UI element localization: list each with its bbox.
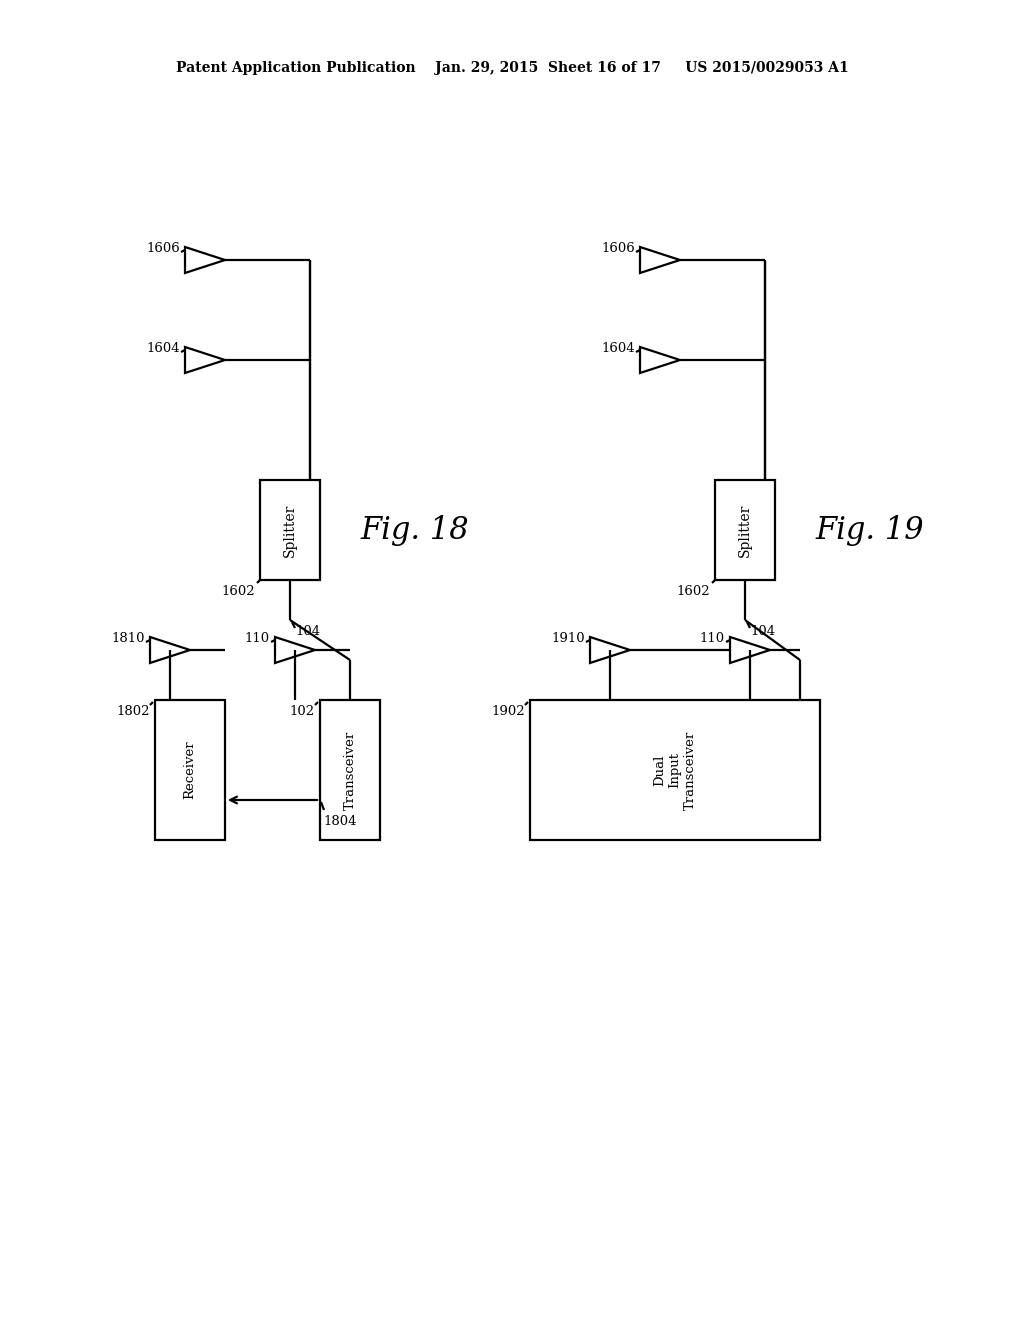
Text: Patent Application Publication    Jan. 29, 2015  Sheet 16 of 17     US 2015/0029: Patent Application Publication Jan. 29, … (176, 61, 848, 75)
Bar (260, 480, 319, 579)
Text: 1604: 1604 (601, 342, 635, 355)
Text: 1802: 1802 (117, 705, 150, 718)
Bar (155, 700, 225, 840)
Bar (715, 480, 775, 579)
Text: 110: 110 (699, 632, 725, 645)
Text: Dual
Input
Transceiver: Dual Input Transceiver (653, 730, 696, 809)
Text: Transceiver: Transceiver (343, 730, 356, 809)
Text: Splitter: Splitter (283, 503, 297, 557)
Text: Fig. 19: Fig. 19 (816, 515, 925, 545)
Text: Fig. 18: Fig. 18 (360, 515, 469, 545)
Text: 102: 102 (290, 705, 315, 718)
Text: 1606: 1606 (146, 242, 180, 255)
Text: 104: 104 (750, 624, 775, 638)
Bar (530, 700, 820, 840)
Text: 1902: 1902 (492, 705, 525, 718)
Text: 1604: 1604 (146, 342, 180, 355)
Text: 1602: 1602 (677, 585, 710, 598)
Bar (319, 700, 380, 840)
Text: Receiver: Receiver (183, 741, 197, 800)
Text: 1810: 1810 (112, 632, 145, 645)
Text: Splitter: Splitter (738, 503, 752, 557)
Text: 110: 110 (245, 632, 270, 645)
Text: 1606: 1606 (601, 242, 635, 255)
Text: 1804: 1804 (323, 814, 356, 828)
Text: 104: 104 (295, 624, 321, 638)
Text: 1602: 1602 (221, 585, 255, 598)
Text: 1910: 1910 (551, 632, 585, 645)
